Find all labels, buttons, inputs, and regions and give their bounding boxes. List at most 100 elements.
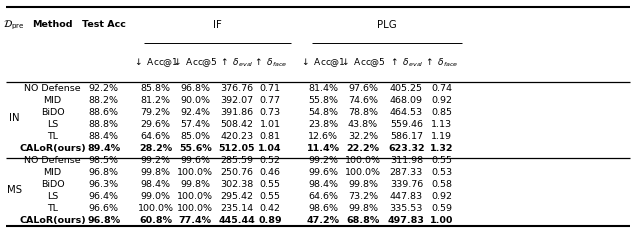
Text: 55.6%: 55.6% <box>179 144 212 153</box>
Text: $\uparrow$ $\delta_{eval}$: $\uparrow$ $\delta_{eval}$ <box>220 56 254 69</box>
Text: 468.09: 468.09 <box>390 96 423 105</box>
Text: 339.76: 339.76 <box>390 180 423 189</box>
Text: 85.0%: 85.0% <box>180 132 210 141</box>
Text: 99.6%: 99.6% <box>180 156 210 165</box>
Text: 1.04: 1.04 <box>259 144 282 153</box>
Text: 497.83: 497.83 <box>388 216 425 225</box>
Text: 99.8%: 99.8% <box>180 180 210 189</box>
Text: 99.2%: 99.2% <box>141 156 170 165</box>
Text: 98.6%: 98.6% <box>308 204 338 213</box>
Text: 89.4%: 89.4% <box>87 144 120 153</box>
Text: 0.73: 0.73 <box>259 108 281 117</box>
Text: Test Acc: Test Acc <box>82 20 125 29</box>
Text: 405.25: 405.25 <box>390 84 423 93</box>
Text: 96.8%: 96.8% <box>89 168 118 177</box>
Text: 100.0%: 100.0% <box>138 204 173 213</box>
Text: $\mathcal{D}_\mathrm{pre}$: $\mathcal{D}_\mathrm{pre}$ <box>3 18 25 32</box>
Text: 392.07: 392.07 <box>220 96 253 105</box>
Text: 0.53: 0.53 <box>431 168 452 177</box>
Text: 68.8%: 68.8% <box>346 216 380 225</box>
Text: 445.44: 445.44 <box>218 216 255 225</box>
Text: 0.55: 0.55 <box>260 192 280 201</box>
Text: PLG: PLG <box>377 20 397 30</box>
Text: 92.2%: 92.2% <box>89 84 118 93</box>
Text: 1.32: 1.32 <box>430 144 453 153</box>
Text: 96.4%: 96.4% <box>89 192 118 201</box>
Text: $\downarrow$ Acc@1: $\downarrow$ Acc@1 <box>132 56 179 69</box>
Text: 57.4%: 57.4% <box>180 120 210 129</box>
Text: 295.42: 295.42 <box>220 192 253 201</box>
Text: 96.8%: 96.8% <box>87 216 120 225</box>
Text: $\downarrow$ Acc@5: $\downarrow$ Acc@5 <box>340 56 386 69</box>
Text: 559.46: 559.46 <box>390 120 423 129</box>
Text: Method: Method <box>32 20 73 29</box>
Text: $\uparrow$ $\delta_{face}$: $\uparrow$ $\delta_{face}$ <box>253 56 287 69</box>
Text: 77.4%: 77.4% <box>179 216 212 225</box>
Text: BiDO: BiDO <box>41 180 64 189</box>
Text: 23.8%: 23.8% <box>308 120 339 129</box>
Text: 88.6%: 88.6% <box>89 108 118 117</box>
Text: 78.8%: 78.8% <box>348 108 378 117</box>
Text: 285.59: 285.59 <box>220 156 253 165</box>
Text: 100.0%: 100.0% <box>345 156 381 165</box>
Text: MID: MID <box>44 168 61 177</box>
Text: LS: LS <box>47 120 58 129</box>
Text: 79.2%: 79.2% <box>141 108 170 117</box>
Text: CALoR(ours): CALoR(ours) <box>19 144 86 153</box>
Text: 11.4%: 11.4% <box>307 144 340 153</box>
Text: 100.0%: 100.0% <box>177 192 213 201</box>
Text: 100.0%: 100.0% <box>177 168 213 177</box>
Text: 12.6%: 12.6% <box>308 132 338 141</box>
Text: 0.89: 0.89 <box>259 216 282 225</box>
Text: 250.76: 250.76 <box>220 168 253 177</box>
Text: 73.2%: 73.2% <box>348 192 378 201</box>
Text: $\uparrow$ $\delta_{eval}$: $\uparrow$ $\delta_{eval}$ <box>389 56 424 69</box>
Text: 0.71: 0.71 <box>260 84 280 93</box>
Text: 54.8%: 54.8% <box>308 108 338 117</box>
Text: 0.92: 0.92 <box>431 192 452 201</box>
Text: 0.55: 0.55 <box>260 180 280 189</box>
Text: 0.77: 0.77 <box>260 96 280 105</box>
Text: LS: LS <box>47 192 58 201</box>
Text: 1.01: 1.01 <box>260 120 280 129</box>
Text: 96.3%: 96.3% <box>88 180 119 189</box>
Text: 32.2%: 32.2% <box>348 132 378 141</box>
Text: 60.8%: 60.8% <box>139 216 172 225</box>
Text: 85.8%: 85.8% <box>141 84 170 93</box>
Text: $\downarrow$ Acc@5: $\downarrow$ Acc@5 <box>172 56 218 69</box>
Text: 100.0%: 100.0% <box>177 204 213 213</box>
Text: 29.6%: 29.6% <box>141 120 170 129</box>
Text: 98.5%: 98.5% <box>89 156 118 165</box>
Text: 302.38: 302.38 <box>220 180 253 189</box>
Text: 420.23: 420.23 <box>220 132 253 141</box>
Text: 1.00: 1.00 <box>430 216 453 225</box>
Text: NO Defense: NO Defense <box>24 84 81 93</box>
Text: 22.2%: 22.2% <box>346 144 380 153</box>
Text: 88.8%: 88.8% <box>89 120 118 129</box>
Text: 0.58: 0.58 <box>431 180 452 189</box>
Text: 28.2%: 28.2% <box>139 144 172 153</box>
Text: 97.6%: 97.6% <box>348 84 378 93</box>
Text: BiDO: BiDO <box>41 108 64 117</box>
Text: 0.81: 0.81 <box>260 132 280 141</box>
Text: 335.53: 335.53 <box>390 204 423 213</box>
Text: 464.53: 464.53 <box>390 108 423 117</box>
Text: 88.4%: 88.4% <box>89 132 118 141</box>
Text: MID: MID <box>44 96 61 105</box>
Text: 88.2%: 88.2% <box>89 96 118 105</box>
Text: 96.6%: 96.6% <box>89 204 118 213</box>
Text: 99.2%: 99.2% <box>308 156 338 165</box>
Text: 0.55: 0.55 <box>431 156 452 165</box>
Text: IN: IN <box>9 113 19 123</box>
Text: 0.59: 0.59 <box>431 204 452 213</box>
Text: 98.4%: 98.4% <box>308 180 338 189</box>
Text: 99.0%: 99.0% <box>141 192 170 201</box>
Text: 74.6%: 74.6% <box>348 96 378 105</box>
Text: 586.17: 586.17 <box>390 132 423 141</box>
Text: 81.4%: 81.4% <box>308 84 338 93</box>
Text: 447.83: 447.83 <box>390 192 423 201</box>
Text: 235.14: 235.14 <box>220 204 253 213</box>
Text: TL: TL <box>47 204 58 213</box>
Text: 0.42: 0.42 <box>260 204 280 213</box>
Text: 43.8%: 43.8% <box>348 120 378 129</box>
